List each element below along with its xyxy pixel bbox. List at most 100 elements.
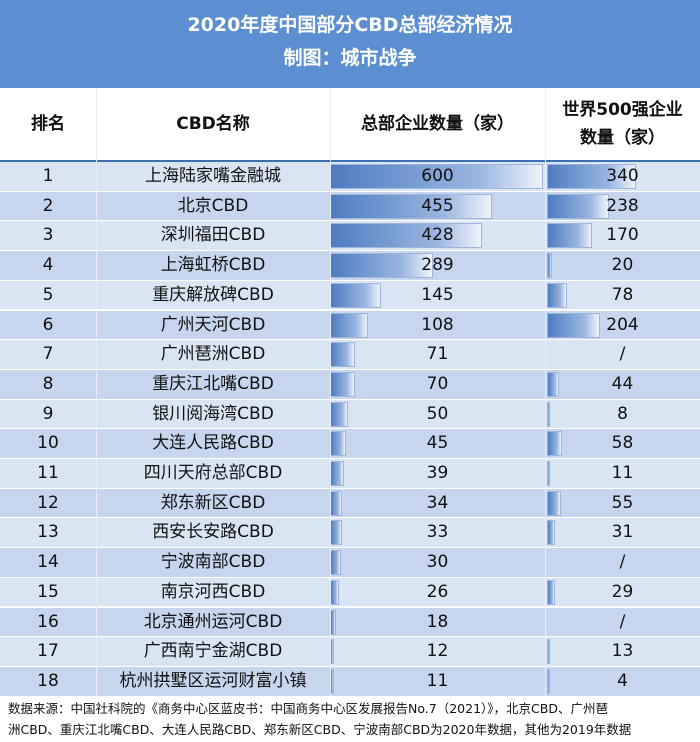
f500-count-cell: 55: [545, 489, 700, 518]
f500-count-cell: 29: [545, 578, 700, 607]
cbd-name-cell: 宁波南部CBD: [160, 552, 266, 573]
hq-count-label: 71: [426, 344, 449, 365]
rank-cell: 6: [42, 314, 54, 335]
hq-count-cell: 11: [330, 667, 545, 696]
table-row: 18 杭州拱墅区运河财富小镇 11 4: [0, 666, 700, 697]
column-header-rank: 排名: [31, 114, 65, 134]
hq-count-label: 12: [426, 641, 449, 662]
f500-count-cell: 20: [545, 251, 700, 280]
hq-count-label: 50: [426, 403, 449, 424]
hq-count-bar: [330, 282, 382, 308]
f500-count-cell: 31: [545, 518, 700, 547]
f500-count-cell: 8: [545, 400, 700, 429]
hq-count-cell: 33: [330, 518, 545, 547]
f500-count-bar: [547, 520, 556, 546]
table-row: 5 重庆解放碑CBD 145 78: [0, 280, 700, 311]
f500-count-bar: [547, 431, 563, 457]
f500-count-label: 58: [611, 433, 634, 454]
cbd-name-cell: 杭州拱墅区运河财富小镇: [119, 670, 307, 691]
title-banner: 2020年度中国部分CBD总部经济情况 制图：城市战争: [0, 0, 700, 88]
table-row: 1 上海陆家嘴金融城 600 340: [0, 162, 700, 192]
rank-cell: 10: [37, 433, 59, 454]
f500-count-cell: 204: [545, 311, 700, 340]
rank-cell: 16: [37, 611, 59, 632]
cbd-name-cell: 广西南宁金湖CBD: [143, 641, 283, 662]
hq-count-label: 428: [421, 225, 454, 246]
rank-cell: 5: [42, 284, 54, 305]
rank-cell: 9: [42, 403, 54, 424]
f500-count-cell: 13: [545, 637, 700, 666]
cbd-name-cell: 北京CBD: [177, 195, 249, 216]
hq-count-cell: 39: [330, 459, 545, 488]
column-divider: [96, 88, 97, 696]
f500-count-bar: [547, 461, 550, 486]
f500-count-bar: [547, 579, 555, 605]
hq-count-cell: 145: [330, 281, 545, 310]
hq-count-cell: 455: [330, 192, 545, 221]
cbd-name-cell: 重庆解放碑CBD: [152, 284, 274, 305]
hq-count-label: 34: [426, 492, 449, 513]
chart-subtitle: 制图：城市战争: [283, 47, 417, 69]
cbd-name-cell: 南京河西CBD: [160, 581, 266, 602]
table-row: 13 西安长安路CBD 33 31: [0, 518, 700, 549]
f500-count-label: 55: [611, 492, 634, 513]
f500-count-cell: /: [545, 548, 700, 577]
rank-cell: 15: [37, 581, 59, 602]
hq-count-cell: 12: [330, 637, 545, 666]
hq-count-label: 145: [421, 284, 454, 305]
table-row: 14 宁波南部CBD 30 /: [0, 548, 700, 578]
rank-cell: 18: [37, 670, 59, 691]
hq-count-label: 70: [426, 373, 449, 394]
f500-count-label: 238: [606, 195, 639, 216]
rank-cell: 12: [37, 492, 59, 513]
table-row: 6 广州天河CBD 108 204: [0, 310, 700, 341]
hq-count-cell: 18: [330, 608, 545, 637]
table-row: 3 深圳福田CBD 428 170: [0, 221, 700, 252]
source-note-line2: 洲CBD、重庆江北嘴CBD、大连人民路CBD、郑东新区CBD、宁波南部CBD为2…: [8, 722, 632, 737]
table-row: 9 银川阅海湾CBD 50 8: [0, 399, 700, 430]
cbd-name-cell: 重庆江北嘴CBD: [152, 373, 274, 394]
hq-count-label: 39: [426, 463, 449, 483]
f500-count-label: /: [619, 552, 626, 573]
table-row: 11 四川天府总部CBD 39 11: [0, 459, 700, 489]
f500-count-cell: 238: [545, 192, 700, 221]
f500-count-cell: 170: [545, 221, 700, 250]
cbd-name-cell: 大连人民路CBD: [152, 433, 274, 454]
f500-count-label: 340: [606, 166, 639, 186]
f500-count-cell: /: [545, 608, 700, 637]
rank-cell: 8: [42, 373, 54, 394]
hq-count-label: 18: [426, 611, 449, 632]
cbd-name-cell: 四川天府总部CBD: [143, 463, 283, 483]
rank-cell: 13: [37, 522, 59, 543]
hq-count-cell: 34: [330, 489, 545, 518]
f500-count-cell: 78: [545, 281, 700, 310]
column-divider: [330, 88, 331, 696]
f500-count-label: /: [619, 344, 626, 365]
hq-count-bar: [330, 164, 543, 189]
f500-count-bar: [547, 312, 601, 338]
hq-count-bar: [330, 253, 433, 279]
f500-count-cell: 44: [545, 370, 700, 399]
column-divider: [545, 88, 546, 696]
hq-count-cell: 70: [330, 370, 545, 399]
f500-count-bar: [547, 223, 592, 249]
table-row: 8 重庆江北嘴CBD 70 44: [0, 369, 700, 400]
column-header-f500-line2: 数量（家）: [580, 128, 665, 148]
source-note: 数据来源：中国社科院的《商务中心区蓝皮书：中国商务中心区发展报告No.7（202…: [0, 696, 700, 742]
f500-count-bar: [547, 282, 568, 308]
hq-count-cell: 45: [330, 429, 545, 458]
rank-cell: 2: [42, 195, 54, 216]
table-header: 排名 CBD名称 总部企业数量（家） 世界500强企业 数量（家）: [0, 88, 700, 162]
f500-count-label: 78: [611, 284, 634, 305]
cbd-name-cell: 西安长安路CBD: [152, 522, 274, 543]
f500-count-label: 44: [611, 373, 634, 394]
table-row: 12 郑东新区CBD 34 55: [0, 488, 700, 519]
hq-count-cell: 428: [330, 221, 545, 250]
rank-cell: 17: [37, 641, 59, 662]
f500-count-label: 31: [611, 522, 634, 543]
f500-count-bar: [547, 639, 551, 665]
hq-count-bar: [330, 193, 492, 219]
f500-count-label: /: [619, 611, 626, 632]
hq-count-cell: 30: [330, 548, 545, 577]
